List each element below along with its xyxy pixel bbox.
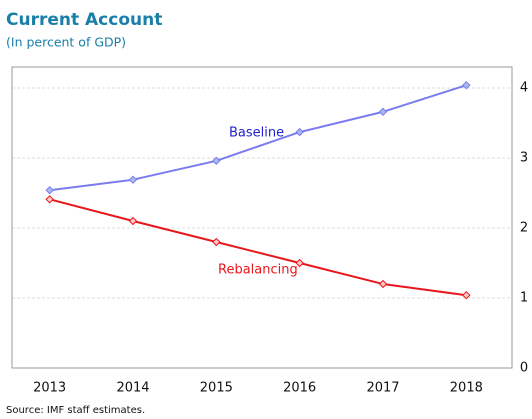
x-tick-label: 2018 [450, 381, 483, 396]
x-tick-label: 2016 [283, 381, 316, 396]
series-label: Baseline [229, 126, 284, 141]
data-point [295, 258, 304, 268]
data-point [378, 279, 388, 289]
series-line [49, 84, 467, 192]
data-point [212, 156, 221, 166]
plot-frame [11, 66, 513, 369]
y-tick-label: 4 [520, 81, 528, 96]
x-tick-label: 2015 [200, 381, 233, 396]
x-tick-label: 2014 [116, 381, 149, 396]
data-point [295, 127, 304, 137]
data-point [128, 175, 138, 184]
chart-title: Current Account [6, 10, 162, 30]
chart-subtitle: (In percent of GDP) [6, 35, 126, 50]
data-point [45, 185, 54, 195]
y-tick-label: 3 [520, 151, 528, 166]
x-tick-label: 2013 [33, 381, 66, 396]
y-tick-label: 2 [520, 221, 528, 236]
data-point [128, 216, 138, 226]
series-line [49, 198, 467, 297]
y-tick-label: 0 [520, 361, 528, 376]
y-tick-label: 1 [520, 291, 528, 306]
x-tick-label: 2017 [366, 381, 399, 396]
data-point [212, 237, 221, 247]
data-point [378, 107, 388, 117]
data-point [462, 80, 471, 90]
data-point [462, 290, 471, 300]
source-note: Source: IMF staff estimates. [6, 405, 145, 416]
data-point [45, 195, 54, 204]
series-label: Rebalancing [218, 263, 298, 278]
